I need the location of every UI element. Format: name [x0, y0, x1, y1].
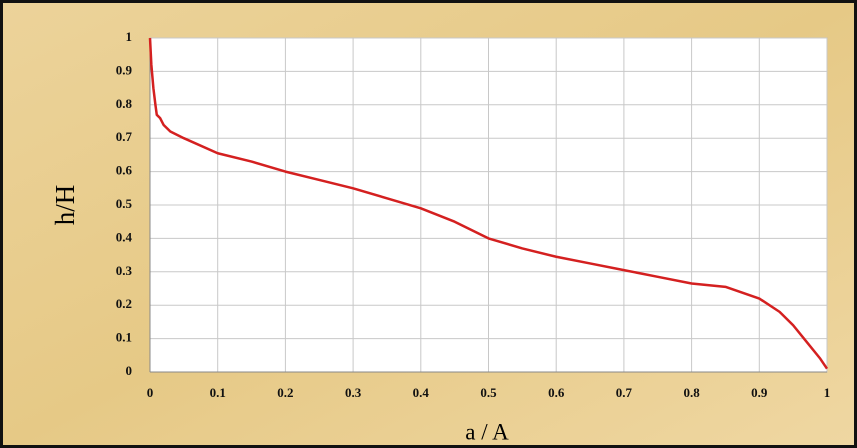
x-tick-label: 0.5: [480, 385, 497, 400]
x-tick-label: 1: [824, 385, 831, 400]
y-tick-label: 0.3: [116, 263, 133, 278]
x-tick-label: 0.3: [345, 385, 362, 400]
x-tick-label: 0.6: [548, 385, 565, 400]
y-axis-label: h/H: [50, 185, 80, 226]
x-tick-label: 0.8: [683, 385, 700, 400]
y-tick-label: 0.5: [116, 196, 133, 211]
x-tick-label: 0.1: [210, 385, 226, 400]
x-tick-label: 0.2: [277, 385, 293, 400]
y-tick-label: 0.1: [116, 330, 132, 345]
data-line: [148, 37, 829, 370]
x-axis-label: a / A: [465, 419, 509, 444]
y-tick-label: 0.9: [116, 62, 133, 77]
x-tick-label: 0: [147, 385, 154, 400]
y-tick-label: 0.7: [116, 129, 133, 144]
y-tick-label: 0.4: [116, 229, 133, 244]
y-tick-label: 1: [126, 29, 133, 44]
y-tick-label: 0.8: [116, 96, 133, 111]
y-tick-label: 0.6: [116, 163, 133, 178]
y-tick-label: 0.2: [116, 296, 132, 311]
y-tick-label: 0: [126, 363, 133, 378]
x-tick-label: 0.4: [413, 385, 430, 400]
x-tick-label: 0.9: [751, 385, 768, 400]
x-tick-label: 0.7: [616, 385, 633, 400]
